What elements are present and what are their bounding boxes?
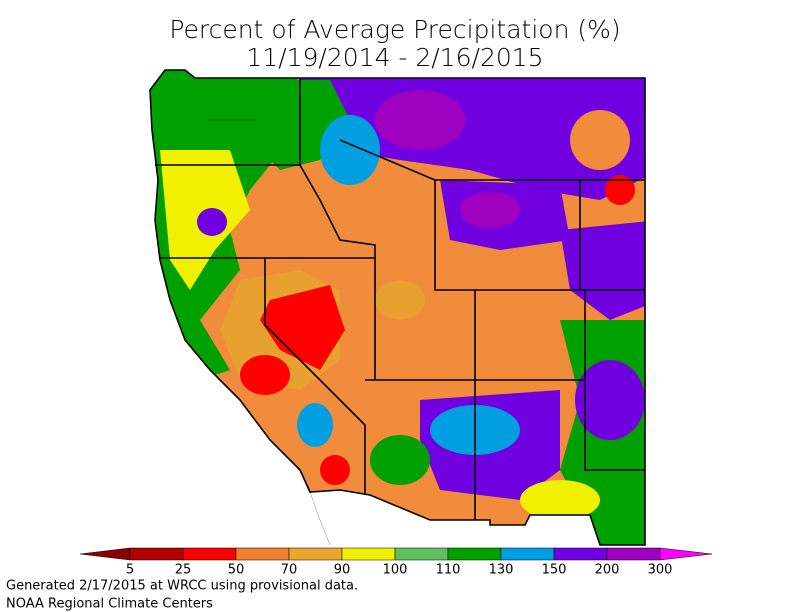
legend-swatch (235, 547, 290, 561)
legend-tick-label: 100 (383, 563, 408, 578)
subtitle: 11/19/2014 - 2/16/2015 (246, 43, 543, 72)
legend-swatch (182, 547, 237, 561)
legend-tick-label: 50 (228, 563, 245, 578)
legend-swatch (129, 547, 184, 561)
legend-swatch (553, 547, 608, 561)
legend-arrow-low (79, 547, 131, 561)
legend-arrow-high (659, 547, 713, 561)
legend-tick-label: 130 (489, 563, 514, 578)
legend-tick-label: 200 (595, 563, 620, 578)
footer-note: Generated 2/17/2015 at WRCC using provis… (6, 579, 358, 594)
legend-tick-label: 150 (542, 563, 567, 578)
legend-swatch (500, 547, 555, 561)
legend-swatch (394, 547, 449, 561)
legend-tick-label: 90 (334, 563, 351, 578)
title: Percent of Average Precipitation (%) (169, 15, 620, 44)
legend-tick-label: 70 (281, 563, 298, 578)
footer-source: NOAA Regional Climate Centers (6, 597, 213, 612)
legend-swatch (288, 547, 343, 561)
legend-swatch (341, 547, 396, 561)
legend-swatch (606, 547, 661, 561)
legend-swatch (447, 547, 502, 561)
legend-tick-label: 5 (126, 563, 134, 578)
color-legend: 5 25 50 70 90 100 110 130 150 200 300 (79, 547, 713, 578)
boundaries (149, 69, 646, 546)
legend-tick-label: 110 (436, 563, 461, 578)
legend-tick-label: 25 (175, 563, 192, 578)
legend-tick-label: 300 (648, 563, 673, 578)
precipitation-map (150, 70, 645, 545)
